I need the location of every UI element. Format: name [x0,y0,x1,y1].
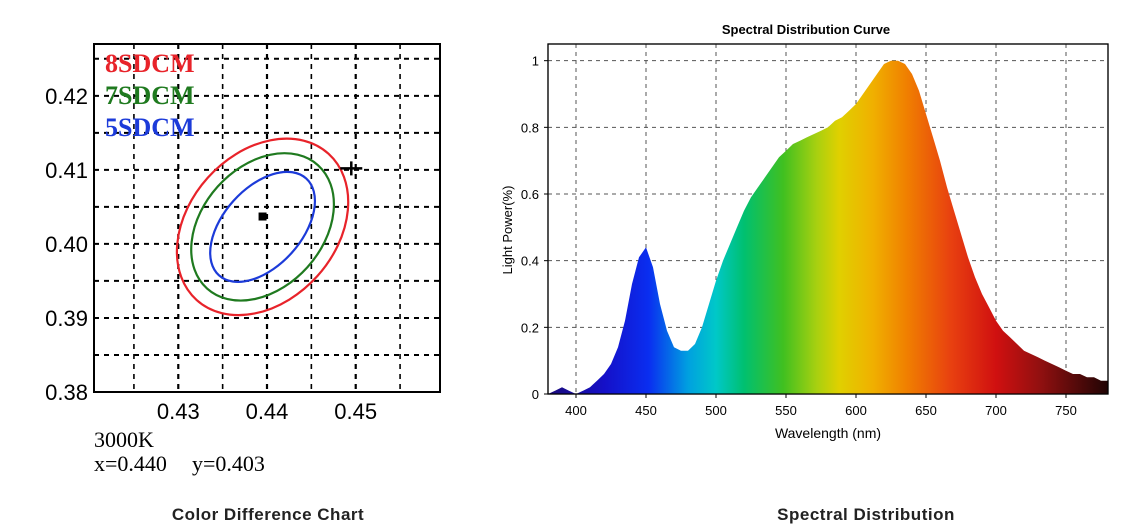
cd-caption: Color Difference Chart [172,505,364,524]
ellipse-5sdcm [209,170,317,284]
ellipse-8sdcm [175,137,350,317]
chromaticity-point [258,212,267,221]
coord-x-label: x=0.440 [94,451,167,476]
legend-7sdcm: 7SDCM [105,81,195,110]
cd-y-tick-labels: 0.38 0.39 0.40 0.41 0.42 [45,84,88,405]
cd-y-tick: 0.41 [45,158,88,183]
cd-x-tick: 0.45 [334,399,377,424]
cd-y-tick: 0.40 [45,232,88,257]
cd-ellipses [175,137,350,317]
cd-markers [258,161,363,221]
cd-y-tick: 0.39 [45,306,88,331]
cd-x-tick: 0.44 [246,399,289,424]
ellipse-7sdcm [190,152,336,302]
cct-label: 3000K [94,427,154,452]
legend-5sdcm: 5SDCM [105,113,195,142]
cd-x-tick: 0.43 [157,399,200,424]
cd-y-tick: 0.42 [45,84,88,109]
cd-y-tick: 0.38 [45,380,88,405]
cd-grid [94,44,440,392]
coord-y-label: y=0.403 [192,451,265,476]
cd-x-tick-labels: 0.43 0.44 0.45 [157,399,377,424]
cd-legend: 8SDCM 7SDCM 5SDCM [105,49,195,142]
legend-8sdcm: 8SDCM [105,49,195,78]
